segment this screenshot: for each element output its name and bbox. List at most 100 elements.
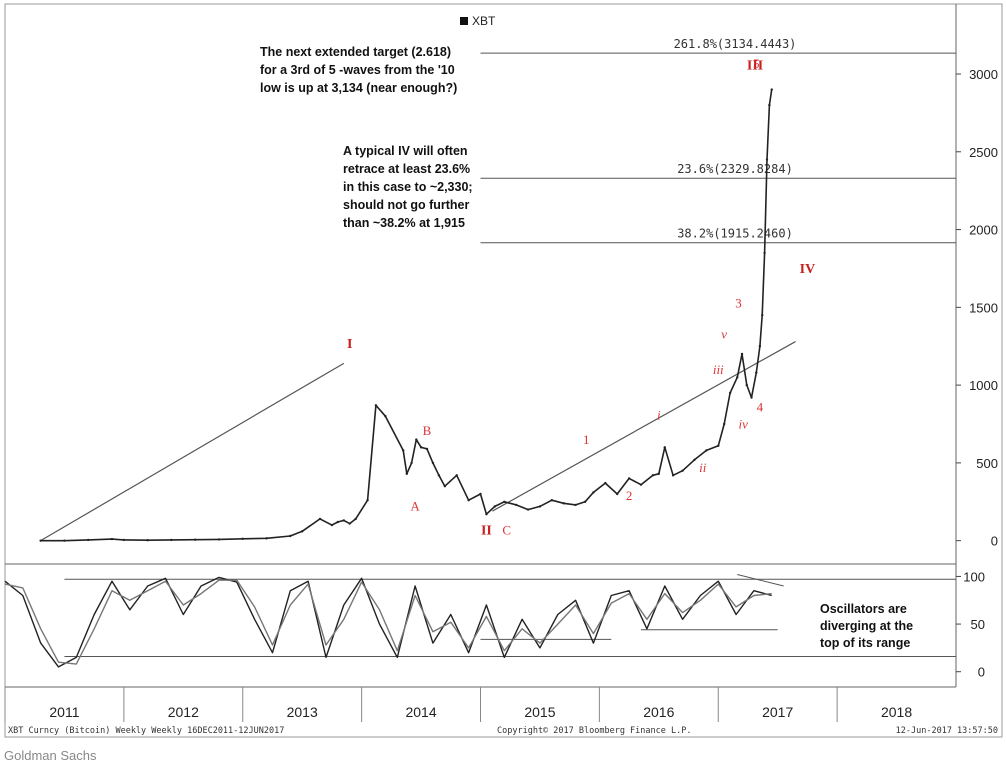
price-point xyxy=(592,491,595,494)
price-point xyxy=(583,500,587,503)
price-point xyxy=(514,503,518,507)
price-axis: 0 500 1000 1500 2000 2500 3000 xyxy=(956,67,998,549)
time-axis: 2011 2012 2013 2014 2015 2016 2017 2018 xyxy=(4,687,912,722)
x-tick-label: 2014 xyxy=(405,704,436,720)
price-point xyxy=(63,539,66,542)
osc-reference-line-4 xyxy=(737,574,784,587)
price-point xyxy=(425,447,429,451)
target-line-1: The next extended target (2.618) xyxy=(260,45,451,59)
wave-label: iv xyxy=(739,417,749,432)
osc-tick-label: 50 xyxy=(971,617,985,632)
y-tick-label: 1500 xyxy=(969,300,998,315)
price-point xyxy=(755,371,758,374)
price-point xyxy=(348,522,351,525)
target-line-2: for a 3rd of 5 -waves from the '10 xyxy=(260,63,455,77)
price-point xyxy=(663,446,666,449)
price-point xyxy=(402,449,405,452)
price-point xyxy=(289,534,292,538)
price-point xyxy=(717,444,720,447)
footer-center: Copyright© 2017 Bloomberg Finance L.P. xyxy=(497,726,691,736)
wave-label-big: IV xyxy=(800,262,816,277)
legend: XBT xyxy=(460,14,496,28)
price-point xyxy=(765,158,769,161)
fib-label-0: 261.8%(3134.4443) xyxy=(674,37,797,51)
osc-tick-label: 100 xyxy=(963,569,985,584)
price-point xyxy=(87,538,90,542)
wave-label: i xyxy=(657,407,661,422)
price-point xyxy=(374,404,378,407)
wave-label-big: I xyxy=(347,337,352,352)
wave-label: iii xyxy=(713,362,724,377)
chart-frame xyxy=(4,3,1003,738)
wave-label-big: II xyxy=(481,523,492,538)
price-point xyxy=(485,513,488,516)
price-point xyxy=(330,523,334,527)
wave-label: C xyxy=(502,522,511,537)
price-point xyxy=(300,530,304,533)
price-point xyxy=(750,396,753,399)
wave-label: 4 xyxy=(757,400,764,415)
price-point xyxy=(217,538,221,541)
y-tick-label: 2000 xyxy=(969,223,998,238)
wave-label: 5 xyxy=(753,56,760,71)
oscillator-line-1: Oscillators are xyxy=(820,602,907,616)
legend-label: XBT xyxy=(472,14,496,28)
price-point xyxy=(467,499,470,502)
price-point xyxy=(241,537,244,540)
trendline-0 xyxy=(40,362,345,542)
retrace-line-3: in this case to ~2,330; xyxy=(343,180,473,194)
fibonacci-levels: 261.8%(3134.4443) 23.6%(2329.8284) 38.2%(1… xyxy=(480,37,956,244)
price-point xyxy=(550,499,554,502)
wave-label: B xyxy=(423,423,432,438)
price-point xyxy=(740,352,744,356)
price-point xyxy=(479,492,482,496)
price-point xyxy=(693,458,696,461)
price-point xyxy=(538,505,542,508)
price-point xyxy=(768,103,771,107)
price-point xyxy=(627,477,631,480)
price-point xyxy=(410,461,413,465)
price-point xyxy=(761,313,764,317)
price-point xyxy=(503,500,506,503)
price-point xyxy=(639,483,643,486)
price-point xyxy=(405,472,408,475)
price-point xyxy=(366,499,369,502)
price-point xyxy=(318,517,322,521)
price-point xyxy=(722,422,726,426)
price-point xyxy=(763,251,766,255)
price-point xyxy=(342,519,345,522)
footer: XBT Curncy (Bitcoin) Weekly Weekly 16DEC… xyxy=(8,726,998,736)
price-point xyxy=(657,472,661,475)
y-tick-label: 0 xyxy=(991,534,998,549)
price-point xyxy=(265,537,268,540)
price-point xyxy=(651,474,655,477)
price-point xyxy=(431,461,435,465)
price-point xyxy=(758,345,762,348)
x-tick-label: 2016 xyxy=(643,704,674,720)
price-point xyxy=(384,415,387,418)
price-point xyxy=(415,438,418,441)
price-point xyxy=(671,474,675,477)
wave-label: 2 xyxy=(626,488,633,503)
oscillator-line-3: top of its range xyxy=(820,636,910,650)
target-line-3: low is up at 3,134 (near enough?) xyxy=(260,81,457,95)
x-tick-label: 2011 xyxy=(49,704,79,720)
price-line xyxy=(40,89,773,542)
oscillator-line-0 xyxy=(4,576,772,668)
oscillator-line-2: diverging at the xyxy=(820,619,913,633)
footer-right: 12-Jun-2017 13:57:50 xyxy=(896,726,998,736)
price-point xyxy=(110,537,114,541)
price-point xyxy=(526,508,530,511)
oscillator-annotation: Oscillators are diverging at the top of … xyxy=(820,602,913,650)
fib-label-2: 38.2%(1915.2460) xyxy=(677,227,793,241)
price-point xyxy=(728,391,732,395)
oscillator-series xyxy=(4,574,956,668)
price-point xyxy=(194,538,197,541)
price-point xyxy=(616,492,619,496)
price-point xyxy=(493,505,496,508)
x-tick-label: 2017 xyxy=(762,704,793,720)
price-point xyxy=(604,481,607,485)
osc-tick-label: 0 xyxy=(978,665,985,680)
y-tick-label: 2500 xyxy=(969,145,998,160)
